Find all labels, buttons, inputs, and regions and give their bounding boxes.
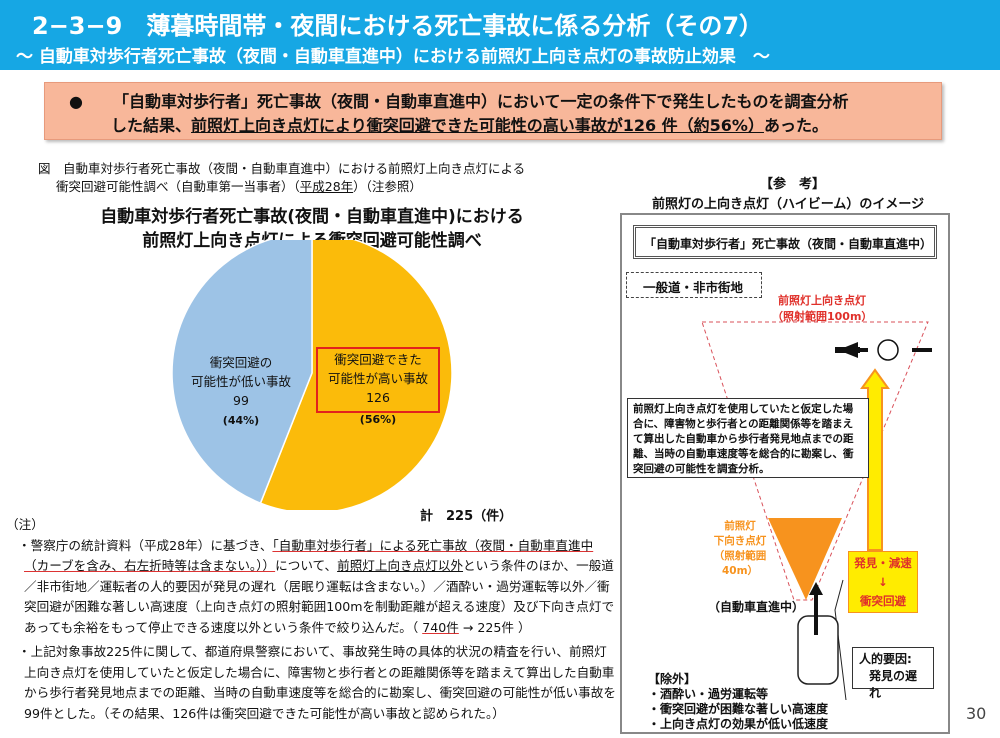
road-type: 一般道・非市街地 bbox=[626, 272, 762, 298]
reference-heading: 【参 考】 bbox=[760, 177, 826, 192]
summary-text: あった。 bbox=[763, 116, 828, 135]
analysis-box: 前照灯上向き点灯を使用していたと仮定した場合に、障害物と歩行者との距離関係等を踏… bbox=[627, 398, 869, 478]
note-2: ・上記対象事故225件に関して、都道府県警察において、事故発生時の具体的状況の精… bbox=[18, 644, 616, 721]
note-underline: 「自動車対歩行者」による死亡事故（夜間・自動車直進中（カーブを含み、右左折時等は… bbox=[24, 537, 594, 574]
high-beam-cone bbox=[701, 321, 929, 601]
label-line: 人的要因: bbox=[859, 652, 912, 666]
summary-line1: 「自動車対歩行者」死亡事故（夜間・自動車直進中）において一定の条件下で発生したも… bbox=[113, 92, 849, 111]
summary-highlight: 前照灯上向き点灯により衝突回避できた可能性の高い事故が126 件（約56%） bbox=[191, 116, 764, 135]
pie-slice-1 bbox=[171, 240, 313, 505]
label-line: 下向き点灯 bbox=[713, 535, 767, 547]
down-arrow-icon: ↓ bbox=[878, 575, 888, 589]
notes-heading: （注） bbox=[6, 517, 44, 532]
pie-chart bbox=[171, 240, 453, 510]
chart-title: 自動車対歩行者死亡事故(夜間・自動車直進中)における bbox=[100, 207, 524, 227]
slice-label-high: 衝突回避できた 可能性が高い事故 126 (56%) bbox=[318, 350, 438, 429]
page-title: 2−3−9 薄暮時間帯・夜間における死亡事故に係る分析（その7） bbox=[32, 12, 764, 40]
caption-text: ）（注参照） bbox=[353, 179, 422, 194]
low-beam-cone bbox=[768, 518, 842, 600]
note-text: について、 bbox=[275, 558, 338, 573]
slice-percent: (56%) bbox=[359, 413, 397, 426]
label-line: 可能性が高い事故 bbox=[327, 371, 428, 386]
reference-box: 「自動車対歩行者」死亡事故（夜間・自動車直進中） bbox=[633, 225, 937, 259]
label-line: （照射範囲100m） bbox=[772, 310, 873, 323]
summary-line2: した結果、前照灯上向き点灯により衝突回避できた可能性の高い事故が126 件（約5… bbox=[75, 114, 941, 138]
exclusions: 【除外】 ・酒酔い・過労運転等 ・衝突回避が困難な著しい高速度 ・上向き点灯の効… bbox=[648, 672, 828, 732]
caption-text: 衝突回避可能性調べ（自動車第一当事者）（ bbox=[56, 179, 300, 194]
note-text: という条件のほか、一般道／非市街地／運転者の人的要因が発見の遅れ（居眠り運転は含… bbox=[24, 558, 615, 635]
reference-title: 前照灯の上向き点灯（ハイビーム）のイメージ bbox=[652, 197, 925, 212]
pie-slice-0 bbox=[259, 240, 453, 510]
slice-value: 99 bbox=[233, 393, 249, 408]
label-line: 衝突回避の bbox=[209, 355, 273, 370]
figure-caption-1: 図 自動車対歩行者死亡事故（夜間・自動車直進中）における前照灯上向き点灯による bbox=[38, 161, 526, 176]
summary-text: した結果、 bbox=[111, 116, 192, 135]
slice-label-low: 衝突回避の 可能性が低い事故 99 (44%) bbox=[176, 353, 306, 430]
header-banner: 2−3−9 薄暮時間帯・夜間における死亡事故に係る分析（その7） ～ 自動車対歩… bbox=[0, 0, 1000, 70]
callout-line bbox=[834, 579, 847, 701]
label-line: 衝突回避できた bbox=[334, 352, 422, 367]
caption-year: 平成28年 bbox=[299, 179, 354, 194]
label-line: 発見の遅れ bbox=[869, 669, 918, 700]
note-text: ・警察庁の統計資料（平成28年）に基づき、 bbox=[18, 537, 273, 553]
pedestrian-icon bbox=[877, 339, 899, 361]
label-line: 可能性が低い事故 bbox=[190, 374, 291, 389]
human-factor-box: 人的要因: 発見の遅れ bbox=[852, 647, 934, 700]
exclusion-item: ・上向き点灯の効果が低い低速度 bbox=[648, 717, 829, 731]
note-underline: 前照灯上向き点灯以外 bbox=[337, 558, 464, 573]
label-line: 前照灯上向き点灯 bbox=[778, 294, 866, 307]
exclusions-heading: 【除外】 bbox=[648, 672, 697, 686]
notes: （注） ・警察庁の統計資料（平成28年）に基づき、「自動車対歩行者」による死亡事… bbox=[6, 515, 616, 728]
reference-diagram bbox=[620, 213, 950, 734]
note-underline: 740件 bbox=[422, 619, 459, 635]
car-label: （自動車直進中） bbox=[708, 600, 805, 614]
label-line: 前照灯 bbox=[724, 520, 756, 532]
up-arrow-icon bbox=[809, 582, 823, 595]
exclusion-item: ・酒酔い・過労運転等 bbox=[648, 687, 769, 701]
summary-box: ● 「自動車対歩行者」死亡事故（夜間・自動車直進中）において一定の条件下で発生し… bbox=[44, 82, 942, 140]
page-subtitle: ～ 自動車対歩行者死亡事故（夜間・自動車直進中）における前照灯上向き点灯の事故防… bbox=[16, 47, 770, 67]
label-line: 発見・減速 bbox=[854, 556, 912, 570]
slice-percent: (44%) bbox=[222, 414, 260, 427]
label-line: （照射範囲40m） bbox=[713, 550, 767, 577]
note-1: ・警察庁の統計資料（平成28年）に基づき、「自動車対歩行者」による死亡事故（夜間… bbox=[6, 536, 616, 639]
chart-total: 計 225（件） bbox=[420, 509, 513, 524]
exclusion-item: ・衝突回避が困難な著しい高速度 bbox=[648, 702, 829, 716]
low-beam-label: 前照灯下向き点灯 （照射範囲40m） bbox=[704, 518, 776, 578]
figure-caption-2: 衝突回避可能性調べ（自動車第一当事者）（平成28年）（注参照） bbox=[56, 176, 422, 195]
note-text: → 225件 ） bbox=[458, 619, 531, 635]
page-number: 30 bbox=[966, 704, 987, 723]
bullet: ● bbox=[69, 92, 83, 111]
label-line: 衝突回避 bbox=[860, 594, 906, 608]
slice-value: 126 bbox=[366, 390, 390, 405]
avoidance-box: 発見・減速 ↓ 衝突回避 bbox=[848, 551, 918, 613]
high-beam-label: 前照灯上向き点灯 （照射範囲100m） bbox=[772, 292, 872, 324]
highlight-box bbox=[316, 347, 440, 413]
